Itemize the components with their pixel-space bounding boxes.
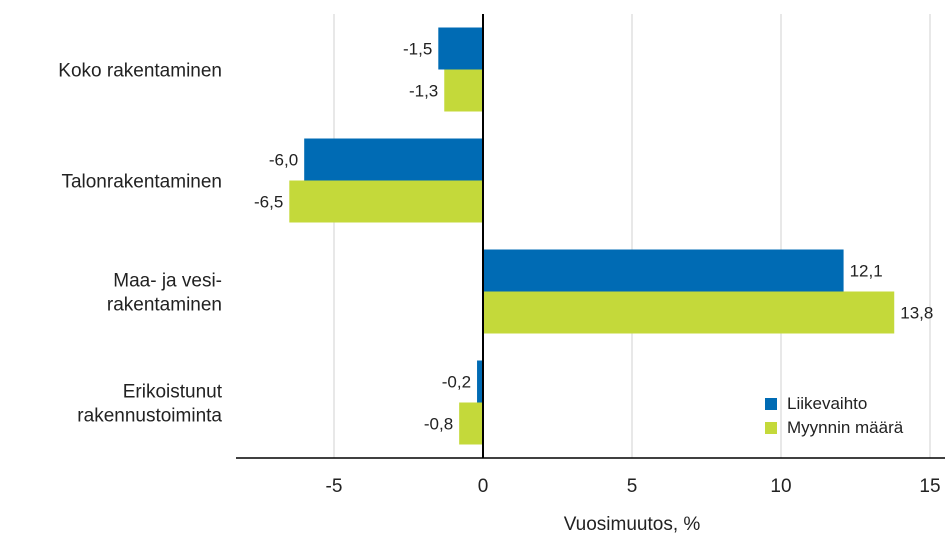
data-label: -0,2 (442, 373, 471, 392)
x-axis-ticks: -5 0 5 10 15 (326, 476, 941, 497)
bar-myynnin-maara-0 (444, 69, 483, 112)
category-label: Talonrakentaminen (61, 172, 222, 193)
bar-liikevaihto-0 (438, 27, 483, 70)
legend-swatch-myynnin-maara (765, 422, 777, 434)
x-tick-label: 5 (627, 476, 638, 497)
data-label: -0,8 (424, 415, 453, 434)
legend-label-myynnin-maara: Myynnin määrä (787, 418, 904, 437)
category-label: Maa- ja vesi- (113, 271, 222, 292)
data-label: -6,0 (269, 151, 298, 170)
bar-liikevaihto-3 (477, 360, 483, 403)
x-tick-label: -5 (326, 476, 343, 497)
bars (289, 27, 895, 445)
grid-lines (333, 14, 931, 458)
category-label: rakentaminen (107, 295, 222, 316)
data-label: -1,5 (403, 40, 432, 59)
category-label: rakennustoiminta (77, 406, 222, 427)
bar-myynnin-maara-3 (459, 402, 483, 445)
x-tick-label: 10 (770, 476, 791, 497)
category-label: Erikoistunut (123, 382, 223, 403)
legend: Liikevaihto Myynnin määrä (765, 394, 904, 437)
x-axis-title: Vuosimuutos, % (564, 514, 701, 535)
data-labels: -1,5 -1,3 -6,0 -6,5 12,1 13,8 -0,2 -0,8 (254, 40, 933, 434)
bar-liikevaihto-2 (483, 249, 844, 292)
data-label: -6,5 (254, 193, 283, 212)
x-tick-label: 0 (478, 476, 489, 497)
data-label: 12,1 (850, 262, 883, 281)
category-labels: Koko rakentaminen Talonrakentaminen Maa- j… (58, 61, 222, 427)
x-tick-label: 15 (919, 476, 940, 497)
data-label: 13,8 (900, 304, 933, 323)
bar-liikevaihto-1 (304, 138, 483, 181)
category-label: Koko rakentaminen (58, 61, 222, 82)
data-label: -1,3 (409, 82, 438, 101)
legend-swatch-liikevaihto (765, 398, 777, 410)
bar-myynnin-maara-2 (483, 291, 895, 334)
legend-label-liikevaihto: Liikevaihto (787, 394, 867, 413)
bar-myynnin-maara-1 (289, 180, 483, 223)
